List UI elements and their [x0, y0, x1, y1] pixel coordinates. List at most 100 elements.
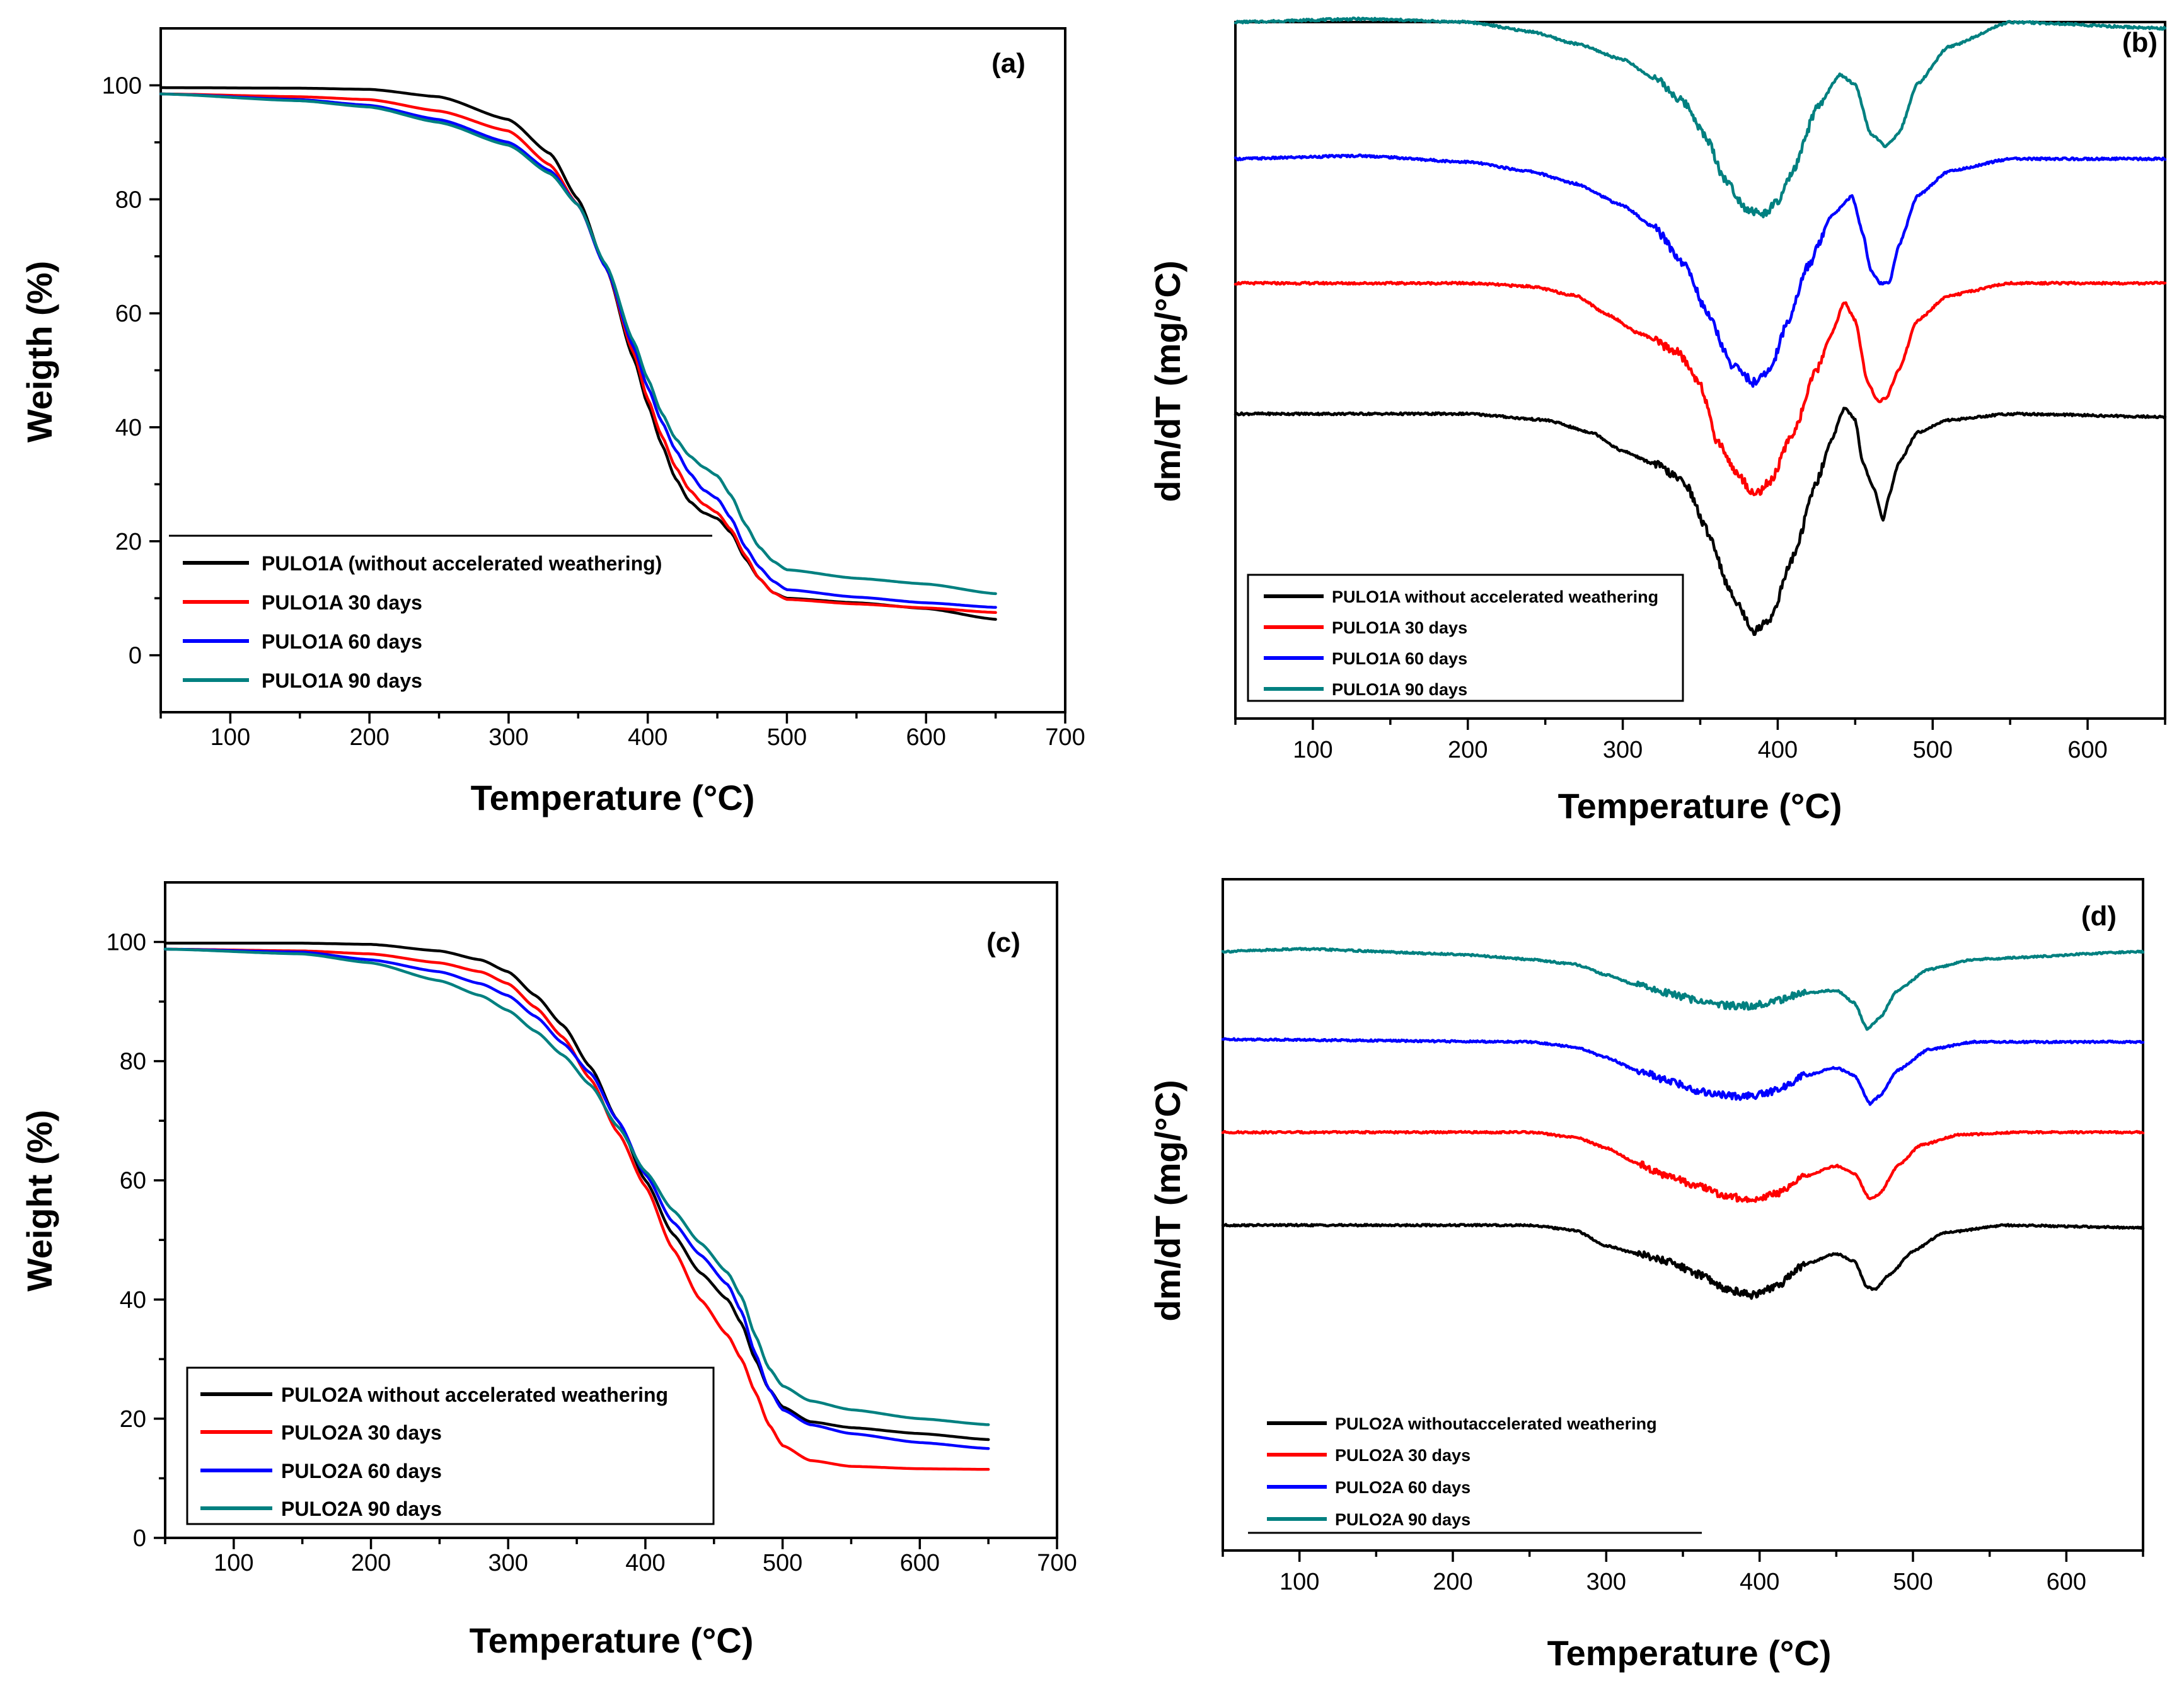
a-series-line-0: [159, 86, 997, 621]
a-x-tick-label: 500: [767, 724, 807, 751]
b-x-tick-label: 100: [1293, 737, 1332, 763]
a-y-tick-label: 20: [115, 529, 142, 555]
panel-a-legend-label-1: PULO1A 30 days: [262, 591, 422, 614]
panel-a-x-axis-title: Temperature (°C): [471, 778, 755, 817]
a-series-line-1: [159, 92, 997, 615]
a-x-tick-label: 300: [488, 724, 528, 751]
a-y-tick-label: 40: [115, 415, 142, 441]
c-y-tick-label: 100: [107, 930, 146, 956]
b-series-line-2: [1234, 153, 2167, 388]
panel-b-ticks: 100 200 300 400 500 600: [1234, 719, 2166, 763]
panel-d-legend-label-3: PULO2A 90 days: [1335, 1510, 1470, 1529]
panel-c-x-axis-title: Temperature (°C): [470, 1620, 754, 1660]
panel-d-legend-label-2: PULO2A 60 days: [1335, 1478, 1470, 1497]
panel-c-tga-pulo2a: 100 200 300 400 500 600 700 0 20 40 60 80 100 (c) Te…: [20, 881, 1077, 1660]
panel-c-legend-label-3: PULO2A 90 days: [281, 1498, 442, 1520]
a-x-tick-label: 600: [906, 724, 946, 751]
panel-d-legend-label-1: PULO2A 30 days: [1335, 1446, 1470, 1465]
a-series-line-3: [159, 92, 997, 596]
b-x-tick-label: 400: [1758, 737, 1798, 763]
panel-c-ticks: 100 200 300 400 500 600 700 0 20 40 60 80 100: [107, 930, 1077, 1576]
a-x-tick-label: 200: [349, 724, 389, 751]
panel-a-legend: PULO1A (without accelerated weathering) …: [169, 534, 712, 692]
panel-b-series-lines: [1234, 16, 2167, 637]
d-x-tick-label: 100: [1280, 1569, 1319, 1595]
panel-d-x-axis-title: Temperature (°C): [1547, 1633, 1832, 1673]
c-x-tick-label: 700: [1037, 1550, 1077, 1576]
panel-d-legend-label-0: PULO2A withoutaccelerated weathering: [1335, 1414, 1657, 1433]
c-x-tick-label: 300: [488, 1550, 528, 1576]
panel-c-legend-label-0: PULO2A without accelerated weathering: [281, 1383, 668, 1406]
d-x-tick-label: 300: [1586, 1569, 1626, 1595]
b-series-line-3: [1234, 16, 2167, 219]
panel-a-series-lines: [159, 86, 997, 621]
c-y-tick-label: 20: [120, 1406, 146, 1433]
a-x-tick-label: 700: [1045, 724, 1085, 751]
panel-c-legend-label-1: PULO2A 30 days: [281, 1421, 442, 1444]
panel-c-legend-label-2: PULO2A 60 days: [281, 1460, 442, 1482]
d-x-tick-label: 200: [1433, 1569, 1472, 1595]
a-y-tick-label: 100: [102, 72, 142, 99]
panel-b-legend-label-2: PULO1A 60 days: [1332, 649, 1467, 668]
a-x-tick-label: 100: [211, 724, 250, 751]
panel-b-dtg-pulo1a: 100 200 300 400 500 600 (b) Temperature (°C) …: [1148, 16, 2167, 826]
b-x-tick-label: 200: [1448, 737, 1488, 763]
panel-b-x-axis-title: Temperature (°C): [1558, 786, 1842, 826]
panel-b-legend-label-0: PULO1A without accelerated weathering: [1332, 587, 1658, 606]
panel-d-label: (d): [2081, 901, 2117, 932]
panel-a-legend-label-2: PULO1A 60 days: [262, 630, 422, 653]
panel-a-y-axis-title: Weigth (%): [20, 261, 59, 442]
panel-d-y-axis-title: dm/dT (mg/°C): [1148, 1080, 1187, 1321]
panel-a-ticks: 100 200 300 400 500 600 700 0 20 40 60 80 100: [102, 72, 1085, 751]
b-series-line-0: [1234, 407, 2167, 637]
c-x-tick-label: 100: [214, 1550, 253, 1576]
a-series-line-2: [159, 92, 997, 609]
d-series-line-3: [1221, 947, 2145, 1031]
panel-c-plot-frame: [164, 881, 1058, 1539]
d-series-line-1: [1221, 1129, 2145, 1203]
a-y-tick-label: 80: [115, 187, 142, 213]
c-series-line-2: [163, 947, 990, 1450]
d-series-line-2: [1221, 1037, 2145, 1106]
d-x-tick-label: 600: [2047, 1569, 2086, 1595]
c-y-tick-label: 80: [120, 1049, 146, 1075]
b-x-tick-label: 300: [1603, 737, 1643, 763]
panel-b-legend: PULO1A without accelerated weathering PU…: [1247, 574, 1684, 702]
d-series-line-0: [1221, 1223, 2145, 1300]
d-x-tick-label: 400: [1740, 1569, 1779, 1595]
c-y-tick-label: 40: [120, 1287, 146, 1314]
panel-d-legend: PULO2A withoutaccelerated weathering PUL…: [1248, 1414, 1702, 1534]
panel-a-legend-label-3: PULO1A 90 days: [262, 669, 422, 692]
panel-b-legend-label-3: PULO1A 90 days: [1332, 680, 1467, 699]
panel-c-y-axis-title: Weight (%): [20, 1110, 59, 1291]
panel-a-legend-label-0: PULO1A (without accelerated weathering): [262, 552, 662, 575]
b-x-tick-label: 600: [2067, 737, 2107, 763]
panel-b-y-axis-title: dm/dT (mg/°C): [1148, 260, 1187, 502]
d-x-tick-label: 500: [1893, 1569, 1933, 1595]
a-x-tick-label: 400: [628, 724, 667, 751]
c-series-line-0: [163, 942, 990, 1441]
panel-c-series-lines: [163, 942, 990, 1471]
c-x-tick-label: 500: [763, 1550, 802, 1576]
panel-c-legend-box: [186, 1366, 715, 1525]
panel-b-legend-box: [1247, 574, 1684, 702]
panel-c-legend: PULO2A without accelerated weathering PU…: [186, 1366, 715, 1525]
panel-d-series-lines: [1221, 947, 2145, 1300]
c-y-tick-label: 0: [133, 1525, 146, 1552]
panel-b-legend-label-1: PULO1A 30 days: [1332, 618, 1467, 637]
panel-a-label: (a): [991, 48, 1026, 79]
panel-d-ticks: 100 200 300 400 500 600: [1222, 1550, 2144, 1595]
c-series-line-3: [163, 947, 990, 1426]
panel-a-tga-pulo1a: 100 200 300 400 500 600 700 0 20 40 60 80 100 (a) Te…: [20, 27, 1085, 817]
a-y-tick-label: 0: [129, 643, 142, 669]
c-x-tick-label: 600: [900, 1550, 940, 1576]
c-x-tick-label: 400: [625, 1550, 665, 1576]
panel-d-dtg-pulo2a: 100 200 300 400 500 600 (d) Temperature (°C) …: [1148, 878, 2145, 1673]
panel-b-label: (b): [2122, 27, 2158, 58]
b-x-tick-label: 500: [1913, 737, 1953, 763]
a-y-tick-label: 60: [115, 301, 142, 327]
b-series-line-1: [1234, 280, 2167, 497]
panel-c-label: (c): [986, 927, 1020, 958]
c-x-tick-label: 200: [351, 1550, 391, 1576]
